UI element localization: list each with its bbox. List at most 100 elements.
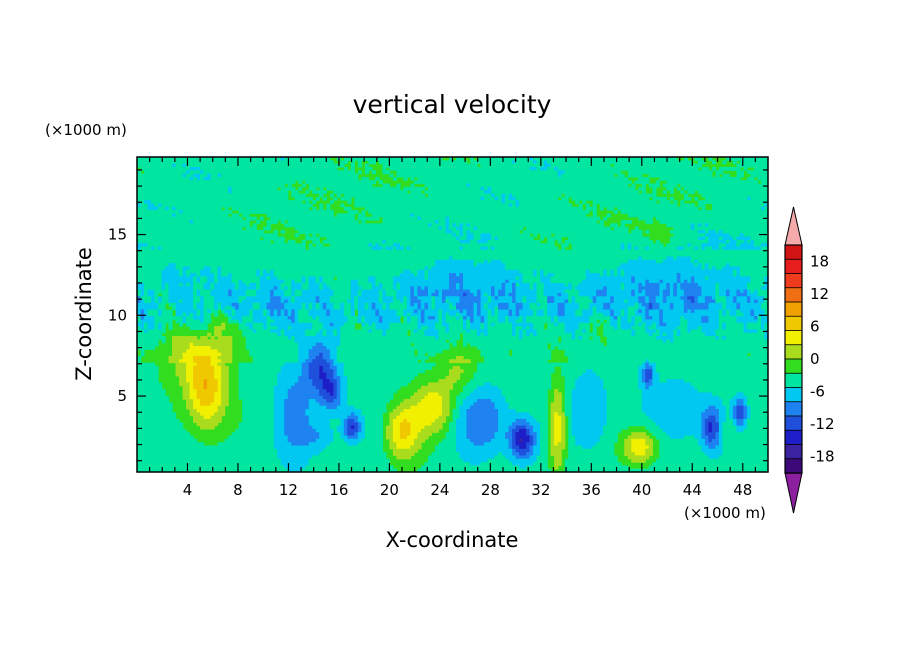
- field-cell: [161, 176, 166, 181]
- field-cell: [193, 418, 198, 423]
- field-cell: [165, 395, 170, 400]
- field-cell: [193, 359, 198, 364]
- field-cell: [137, 428, 142, 433]
- field-cell: [200, 452, 205, 457]
- field-cell: [210, 306, 215, 311]
- field-cell: [165, 210, 170, 214]
- field-cell: [186, 462, 191, 466]
- field-cell: [210, 216, 215, 221]
- field-cell: [147, 276, 152, 281]
- field-cell: [203, 372, 208, 377]
- field-cell: [144, 213, 149, 218]
- field-cell: [182, 279, 187, 284]
- field-cell: [210, 170, 215, 175]
- field-cell: [161, 226, 166, 231]
- field-cell: [196, 246, 201, 251]
- field-cell: [172, 452, 177, 457]
- field-cell: [172, 359, 177, 364]
- field-cell: [182, 336, 187, 340]
- field-cell: [161, 233, 166, 238]
- field-cell: [210, 279, 215, 284]
- field-cell: [144, 326, 149, 331]
- field-cell: [207, 306, 212, 311]
- field-cell: [182, 253, 187, 258]
- field-cell: [186, 296, 191, 301]
- field-cell: [151, 462, 156, 466]
- field-cell: [144, 157, 149, 161]
- field-cell: [340, 196, 345, 201]
- field-cell: [189, 253, 194, 258]
- field-cell: [144, 468, 149, 472]
- field-cell: [161, 236, 166, 241]
- field-cell: [179, 210, 184, 214]
- field-cell: [137, 365, 142, 370]
- field-cell: [158, 263, 163, 268]
- field-cell: [182, 428, 187, 433]
- field-cell: [252, 210, 257, 214]
- field-cell: [182, 442, 187, 447]
- field-cell: [144, 259, 149, 264]
- field-cell: [154, 322, 159, 327]
- field-cell: [154, 220, 159, 224]
- field-cell: [196, 389, 201, 394]
- field-cell: [235, 206, 240, 211]
- field-cell: [179, 448, 184, 453]
- field-cell: [168, 203, 173, 208]
- field-cell: [200, 372, 205, 377]
- field-cell: [151, 226, 156, 231]
- field-cell: [200, 399, 205, 403]
- field-cell: [158, 392, 163, 397]
- field-cell: [147, 253, 152, 258]
- field-cell: [168, 253, 173, 258]
- field-cell: [182, 389, 187, 394]
- field-cell: [154, 163, 159, 168]
- field-cell: [210, 448, 215, 453]
- field-cell: [203, 365, 208, 370]
- field-cell: [161, 399, 166, 403]
- field-cell: [182, 200, 187, 205]
- field-cell: [144, 302, 149, 307]
- field-cell: [189, 342, 194, 347]
- field-cell: [203, 213, 208, 218]
- field-cell: [186, 392, 191, 397]
- field-cell: [182, 392, 187, 397]
- field-cell: [210, 382, 215, 387]
- field-cell: [189, 392, 194, 397]
- field-cell: [137, 399, 142, 403]
- field-cell: [154, 166, 159, 171]
- field-cell: [151, 312, 156, 317]
- field-cell: [179, 166, 184, 171]
- field-cell: [182, 206, 187, 211]
- field-cell: [200, 336, 205, 340]
- field-cell: [196, 422, 201, 427]
- field-cell: [165, 193, 170, 198]
- field-cell: [151, 286, 156, 291]
- field-cell: [165, 220, 170, 224]
- field-cell: [196, 266, 201, 271]
- field-cell: [175, 279, 180, 284]
- field-cell: [151, 170, 156, 175]
- field-cell: [175, 210, 180, 214]
- field-cell: [144, 206, 149, 211]
- field-cell: [137, 203, 142, 208]
- field-cell: [175, 213, 180, 218]
- field-cell: [196, 223, 201, 228]
- field-cell: [200, 196, 205, 201]
- field-cell: [140, 239, 145, 244]
- field-cell: [158, 332, 163, 337]
- field-cell: [179, 206, 184, 211]
- field-cell: [179, 269, 184, 274]
- field-cell: [147, 332, 152, 337]
- field-cell: [144, 312, 149, 317]
- field-cell: [165, 452, 170, 457]
- field-cell: [165, 173, 170, 178]
- field-cell: [165, 166, 170, 171]
- field-cell: [175, 425, 180, 430]
- field-cell: [172, 233, 177, 238]
- field-cell: [196, 322, 201, 327]
- field-cell: [179, 249, 184, 254]
- field-cell: [186, 438, 191, 443]
- field-cell: [137, 375, 142, 380]
- field-cell: [200, 292, 205, 297]
- field-cell: [305, 236, 310, 241]
